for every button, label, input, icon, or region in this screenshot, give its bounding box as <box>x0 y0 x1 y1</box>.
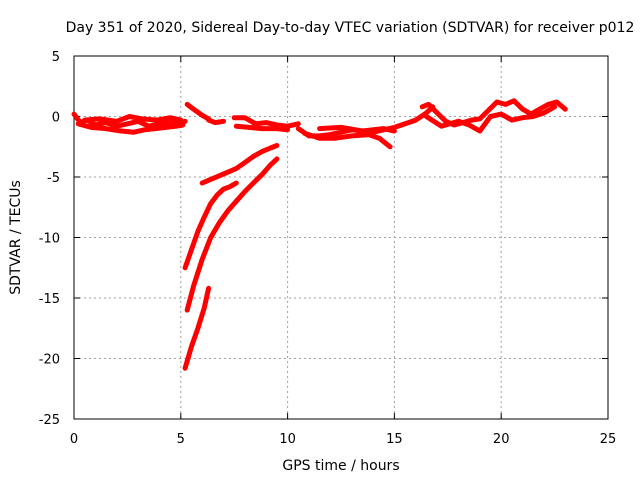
series-line-track-7 <box>233 123 291 133</box>
y-tick-label: -5 <box>47 171 60 186</box>
series-line-track-4 <box>184 101 212 122</box>
series-line-track-11 <box>419 98 568 128</box>
grid-lines <box>74 56 608 419</box>
series-line-track-13 <box>182 180 239 271</box>
x-tick-label: 5 <box>177 432 185 447</box>
y-tick-label: 0 <box>52 111 60 126</box>
y-axis-label: SDTVAR / TECUs <box>8 180 24 295</box>
series-line-track-5 <box>206 117 226 126</box>
chart-title: Day 351 of 2020, Sidereal Day-to-day VTE… <box>65 20 635 36</box>
x-tick-label: 10 <box>279 432 296 447</box>
y-tick-label: -15 <box>39 292 60 307</box>
series-line-track-9 <box>302 130 393 150</box>
series-line-track-2 <box>75 121 186 135</box>
y-tick-label: 5 <box>52 50 60 65</box>
y-tick-label: -10 <box>39 232 60 247</box>
series-line-track-16 <box>199 143 280 186</box>
y-tick-label: -25 <box>39 413 60 428</box>
series-line-track-6 <box>231 115 301 129</box>
series-line-track-14 <box>184 156 280 313</box>
y-tick-label: -20 <box>39 353 60 368</box>
series-line-track-15 <box>182 285 212 371</box>
series-line-track-3 <box>82 114 184 124</box>
series-line-track-12 <box>423 104 558 134</box>
x-axis-label: GPS time / hours <box>282 458 399 474</box>
series-line-track-10 <box>317 124 397 134</box>
x-tick-label: 20 <box>493 432 510 447</box>
series-group <box>71 98 568 371</box>
x-tick-label: 15 <box>386 432 403 447</box>
x-tick-label: 0 <box>70 432 78 447</box>
x-tick-label: 25 <box>600 432 617 447</box>
axis-ticks: 0 5 10 15 20 25 5 0 -5 -10 -15 -20 -25 <box>39 50 617 447</box>
